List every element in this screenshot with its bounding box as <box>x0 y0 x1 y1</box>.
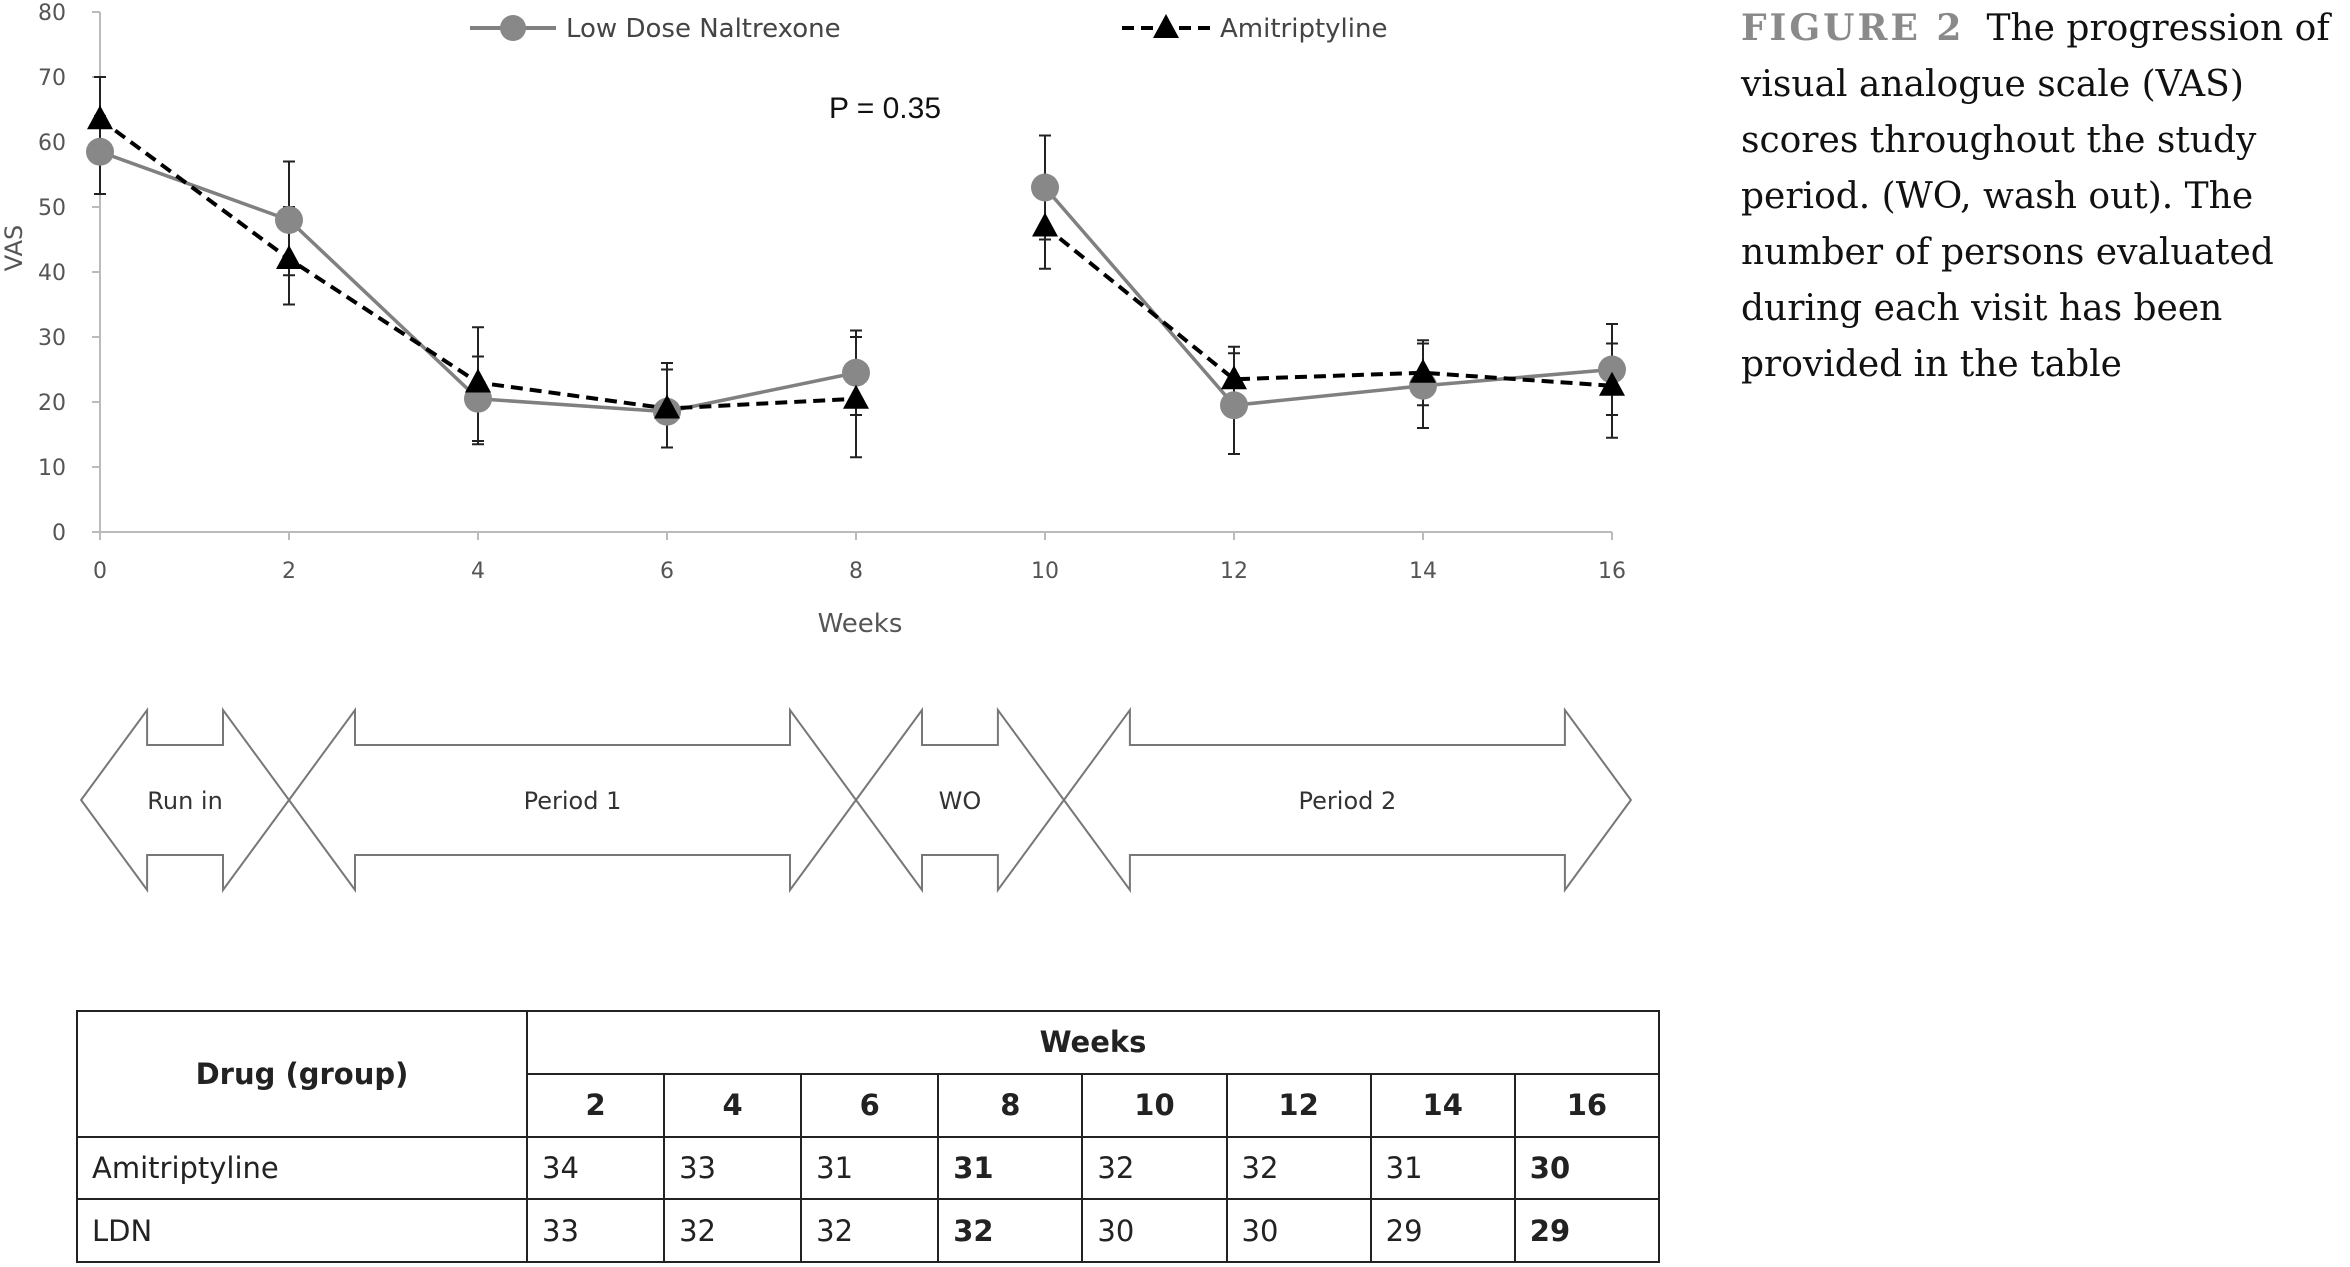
table-cell: 32 <box>800 1198 940 1263</box>
amitriptyline-point <box>654 394 680 419</box>
y-tick-label: 40 <box>38 261 66 286</box>
table-row: LDN 33 32 32 32 30 30 29 29 <box>76 1198 1661 1263</box>
figure-caption: FIGURE 2 The progression of visual analog… <box>1741 0 2341 393</box>
amitriptyline-series-line <box>1043 224 1613 388</box>
amitriptyline-point <box>843 384 869 409</box>
ldn-point <box>86 137 114 166</box>
chart-marks <box>86 76 1626 459</box>
x-tick-label: 0 <box>93 559 107 584</box>
timeline-label: Period 1 <box>524 787 622 815</box>
table-week-column-header: 14 <box>1369 1072 1516 1138</box>
table-row-header: Drug (group) <box>76 1010 528 1138</box>
study-timeline: Run in Period 1 WO Period 2 <box>79 706 1633 894</box>
table-cell: 33 <box>663 1135 803 1201</box>
table-week-column-header: 8 <box>937 1072 1084 1138</box>
x-tick-label: 16 <box>1598 559 1626 584</box>
table-cell: 32 <box>663 1198 803 1263</box>
table-row-label: Amitriptyline <box>76 1135 528 1201</box>
amitriptyline-point <box>465 368 491 393</box>
table-row: Amitriptyline 34 33 31 31 32 32 31 30 <box>76 1135 1661 1201</box>
table-cell: 29 <box>1513 1198 1661 1263</box>
y-tick-label: 70 <box>38 66 66 91</box>
timeline-label: Period 2 <box>1299 787 1397 815</box>
x-tick-label: 12 <box>1220 559 1248 584</box>
ldn-point <box>842 358 870 387</box>
y-axis-label: VAS <box>0 225 28 272</box>
x-tick-label: 8 <box>849 559 863 584</box>
y-tick-label: 10 <box>38 456 66 481</box>
table-week-column-header: 12 <box>1225 1072 1372 1138</box>
ldn-point <box>1598 355 1626 384</box>
legend-ldn-marker <box>500 15 526 41</box>
table-week-column-header: 6 <box>800 1072 940 1138</box>
y-tick-label: 80 <box>38 1 66 26</box>
y-tick-label: 20 <box>38 391 66 416</box>
table-cell: 31 <box>1369 1135 1516 1201</box>
table-week-column-header: 10 <box>1081 1072 1228 1138</box>
table-week-column-header: 2 <box>525 1072 666 1138</box>
caption-label: FIGURE 2 <box>1741 7 1965 49</box>
x-tick-label: 14 <box>1409 559 1437 584</box>
legend-amitriptyline-label: Amitriptyline <box>1220 14 1387 44</box>
legend-amitriptyline-marker <box>1153 14 1179 38</box>
table-cell: 33 <box>525 1198 666 1263</box>
amitriptyline-point <box>1221 365 1247 390</box>
timeline-label: Run in <box>147 787 223 815</box>
table-cell: 31 <box>937 1135 1084 1201</box>
caption-text: The progression of visual analogue scale… <box>1741 8 2330 385</box>
y-tick-label: 30 <box>38 326 66 351</box>
y-tick-label: 60 <box>38 131 66 156</box>
table-cell: 32 <box>937 1198 1084 1263</box>
table-cell: 31 <box>800 1135 940 1201</box>
ldn-point <box>1220 391 1248 420</box>
table-cell: 34 <box>525 1135 666 1201</box>
table-cell: 32 <box>1081 1135 1228 1201</box>
amitriptyline-point <box>87 105 113 130</box>
chart-legend: Low Dose Naltrexone Amitriptyline <box>470 14 1387 44</box>
table-cell: 30 <box>1513 1135 1661 1201</box>
amitriptyline-point <box>276 245 302 269</box>
x-tick-label: 6 <box>660 559 674 584</box>
amitriptyline-point <box>1410 358 1436 383</box>
x-tick-label: 2 <box>282 559 296 584</box>
table-header-row: Drug (group) Weeks <box>76 1010 1660 1138</box>
x-tick-label: 4 <box>471 559 485 584</box>
y-tick-label: 0 <box>52 521 66 546</box>
table-week-column-header: 16 <box>1513 1072 1661 1138</box>
table-weeks-row: 2 4 6 8 10 12 14 16 <box>77 1072 1661 1138</box>
ldn-point <box>1031 173 1059 202</box>
chart-axes: 0 10 20 30 40 50 60 70 80 0 2 4 6 8 10 12 14 16 <box>38 1 1626 584</box>
amitriptyline-point <box>1032 212 1058 237</box>
table-row-label: LDN <box>76 1198 528 1263</box>
p-value-annotation: P = 0.35 <box>829 92 941 125</box>
table-cell: 30 <box>1081 1198 1228 1263</box>
participants-table: Drug (group) Weeks 2 4 6 8 10 12 14 16 Amitript… <box>76 1010 1661 1263</box>
ldn-series-line <box>1043 186 1613 408</box>
timeline-arrow <box>1062 706 1633 894</box>
timeline-label: WO <box>939 787 982 815</box>
table-week-column-header: 4 <box>663 1072 803 1138</box>
table-cell: 30 <box>1225 1198 1372 1263</box>
x-tick-label: 10 <box>1031 559 1059 584</box>
table-cell: 32 <box>1225 1135 1372 1201</box>
y-tick-label: 50 <box>38 196 66 221</box>
table-column-group: Weeks <box>526 1010 1660 1075</box>
amitriptyline-point <box>1599 371 1625 396</box>
table-cell: 29 <box>1369 1198 1516 1263</box>
ldn-point <box>275 206 303 234</box>
x-axis-label: Weeks <box>818 609 903 639</box>
legend-ldn-label: Low Dose Naltrexone <box>566 14 841 44</box>
